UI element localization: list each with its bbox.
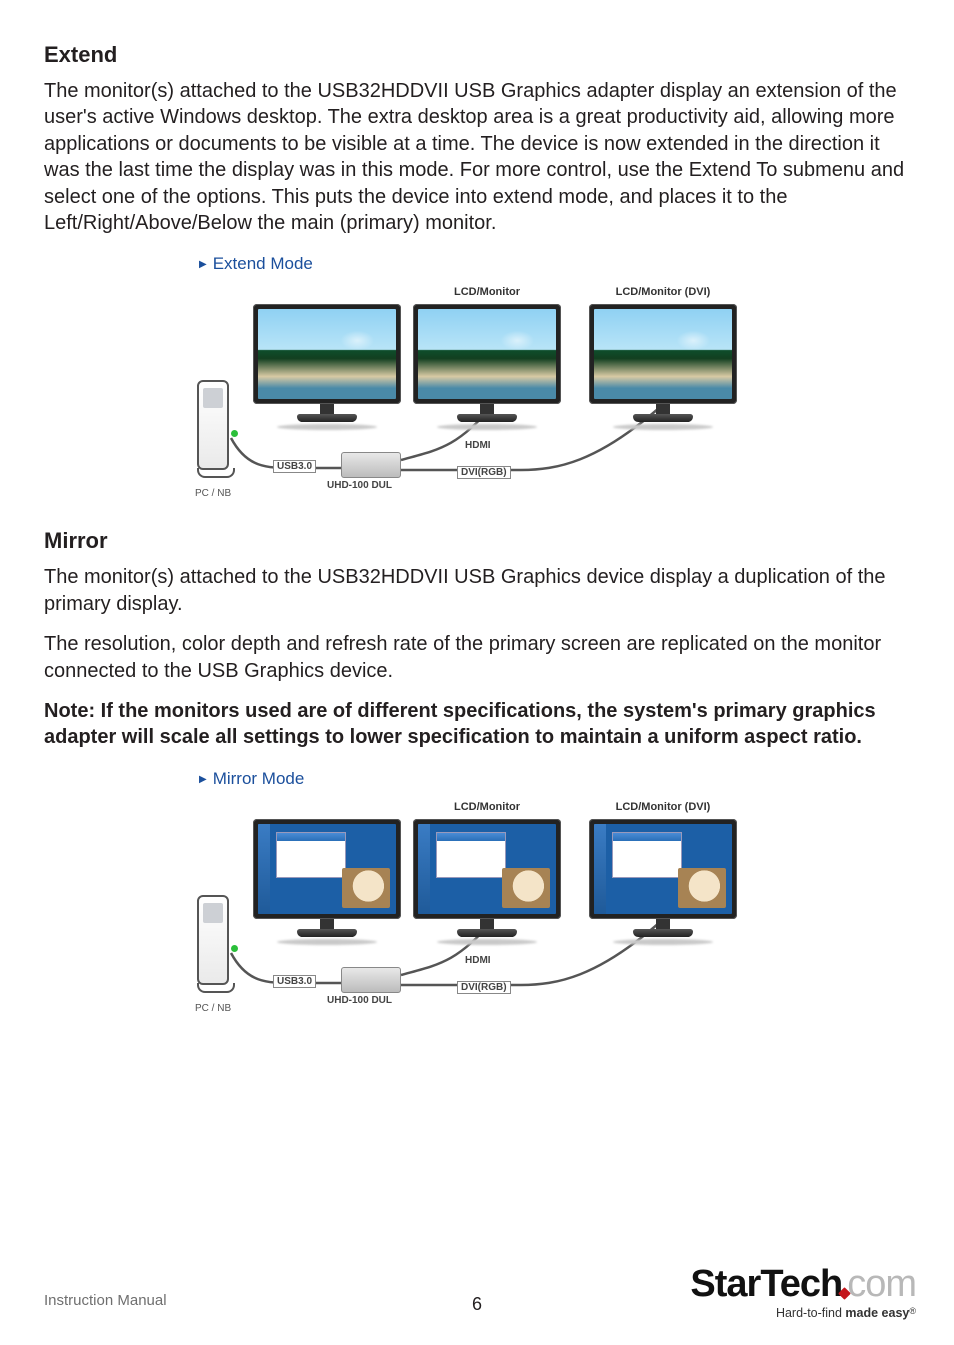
- page-footer: Instruction Manual 6 StarTechcom Hard-to…: [44, 1245, 910, 1315]
- adapter-icon: [341, 967, 401, 993]
- monitor-2-label: LCD/Monitor: [397, 801, 577, 813]
- mirror-heading: Mirror: [44, 528, 910, 554]
- monitor-2-icon: LCD/Monitor: [413, 304, 561, 430]
- page-number: 6: [472, 1294, 482, 1315]
- pc-tower-icon: PC / NB: [197, 380, 235, 488]
- logo-grey: com: [847, 1263, 916, 1305]
- logo-strong: StarTech: [690, 1263, 842, 1305]
- monitor-3-label: LCD/Monitor (DVI): [573, 286, 753, 298]
- startech-logo: StarTechcom Hard-to-find made easy®: [690, 1265, 916, 1320]
- pc-label: PC / NB: [195, 488, 231, 499]
- extend-diagram-title: Extend Mode: [199, 254, 757, 274]
- mirror-note: Note: If the monitors used are of differ…: [44, 698, 910, 751]
- dvi-label: DVI(RGB): [457, 466, 511, 479]
- extend-body: The monitor(s) attached to the USB32HDDV…: [44, 78, 910, 236]
- adapter-label: UHD-100 DUL: [327, 995, 392, 1006]
- adapter-label: UHD-100 DUL: [327, 480, 392, 491]
- monitor-3-icon: LCD/Monitor (DVI): [589, 819, 737, 945]
- monitor-2-icon: LCD/Monitor: [413, 819, 561, 945]
- mirror-diagram-title: Mirror Mode: [199, 769, 757, 789]
- tag-pre: Hard-to-find: [776, 1306, 845, 1320]
- registered-mark: ®: [909, 1306, 916, 1316]
- hdmi-label: HDMI: [465, 955, 491, 966]
- pc-label: PC / NB: [195, 1003, 231, 1014]
- monitor-1-icon: [253, 819, 401, 945]
- mirror-body-2: The resolution, color depth and refresh …: [44, 631, 910, 684]
- tag-bold: made easy: [845, 1306, 909, 1320]
- footer-left-text: Instruction Manual: [44, 1292, 167, 1309]
- pc-tower-icon: PC / NB: [197, 895, 235, 1003]
- extend-diagram: Extend Mode PC / NB LCD/Monitor LCD/Moni…: [197, 254, 757, 500]
- dvi-label: DVI(RGB): [457, 981, 511, 994]
- monitor-2-label: LCD/Monitor: [397, 286, 577, 298]
- extend-heading: Extend: [44, 42, 910, 68]
- adapter-icon: [341, 452, 401, 478]
- mirror-diagram: Mirror Mode PC / NB LCD/Monitor LCD/Moni…: [197, 769, 757, 1015]
- mirror-body-1: The monitor(s) attached to the USB32HDDV…: [44, 564, 910, 617]
- usb-label: USB3.0: [273, 975, 316, 988]
- hdmi-label: HDMI: [465, 440, 491, 451]
- usb-label: USB3.0: [273, 460, 316, 473]
- monitor-3-icon: LCD/Monitor (DVI): [589, 304, 737, 430]
- logo-tagline: Hard-to-find made easy®: [690, 1307, 916, 1320]
- monitor-1-icon: [253, 304, 401, 430]
- monitor-3-label: LCD/Monitor (DVI): [573, 801, 753, 813]
